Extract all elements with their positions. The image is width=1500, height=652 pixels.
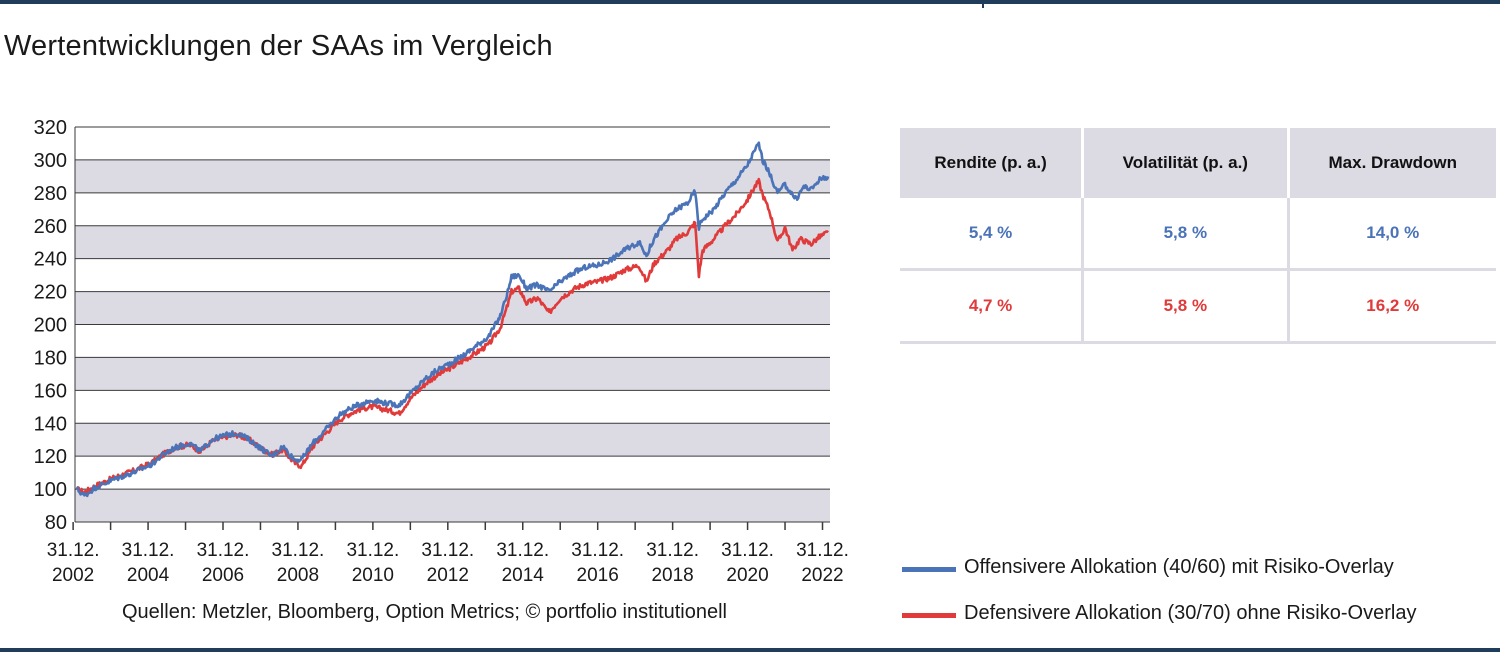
grid-band (75, 225, 830, 259)
series-line-offensive (75, 141, 830, 498)
cell-volatilitaet-offensive: 5,8 % (1081, 198, 1289, 271)
x-tick-label-line1: 31.12. (796, 540, 849, 561)
x-tick-label-line2: 2002 (52, 565, 94, 586)
y-tick-label: 300 (34, 150, 67, 172)
cell-drawdown-defensive: 16,2 % (1286, 269, 1496, 344)
chart-title: Wertentwicklungen der SAAs im Vergleich (4, 30, 553, 62)
grid-band (75, 291, 830, 325)
x-tick-label-line1: 31.12. (272, 540, 325, 561)
x-tick-label-line2: 2010 (352, 565, 394, 586)
x-tick-label-line2: 2006 (202, 565, 244, 586)
legend-swatch-offensive (902, 567, 956, 572)
y-tick-label: 120 (34, 446, 67, 468)
x-tick-label-line1: 31.12. (421, 540, 474, 561)
x-tick-label-line2: 2004 (127, 565, 170, 586)
x-tick-label-line1: 31.12. (122, 540, 175, 561)
grid-band (75, 423, 830, 457)
grid-band (75, 159, 830, 193)
header-max-drawdown: Max. Drawdown (1286, 128, 1496, 198)
y-tick-label: 80 (45, 512, 67, 534)
legend-item-offensive: Offensivere Allokation (40/60) mit Risik… (900, 556, 1500, 584)
stats-header-row: Rendite (p. a.) Volatilität (p. a.) Max.… (900, 128, 1496, 198)
x-tick-label-line2: 2012 (427, 565, 469, 586)
y-tick-label: 260 (34, 216, 67, 238)
stats-row-offensive: 5,4 % 5,8 % 14,0 % (900, 198, 1496, 271)
y-tick-label: 160 (34, 380, 67, 402)
header-volatilitaet: Volatilität (p. a.) (1081, 128, 1289, 198)
x-tick-label-line1: 31.12. (47, 540, 100, 561)
cell-rendite-offensive: 5,4 % (900, 198, 1083, 271)
x-tick-label-line1: 31.12. (346, 540, 399, 561)
grid-band (75, 489, 830, 522)
x-tick-label-line1: 31.12. (496, 540, 549, 561)
legend-item-defensive: Defensivere Allokation (30/70) ohne Risi… (900, 602, 1500, 630)
y-tick-label: 240 (34, 249, 67, 271)
stats-row-defensive: 4,7 % 5,8 % 16,2 % (900, 269, 1496, 344)
legend-label-offensive: Offensivere Allokation (40/60) mit Risik… (964, 556, 1394, 578)
source-note: Quellen: Metzler, Bloomberg, Option Metr… (122, 601, 727, 623)
y-tick-label: 200 (34, 315, 67, 337)
y-tick-label: 320 (34, 117, 67, 139)
bottom-rule (0, 648, 1500, 652)
legend-swatch-defensive (902, 613, 956, 618)
top-rule (0, 0, 1500, 4)
cell-drawdown-offensive: 14,0 % (1286, 198, 1496, 271)
stats-table: Rendite (p. a.) Volatilität (p. a.) Max.… (900, 128, 1496, 344)
top-rule-tick (982, 0, 984, 8)
x-tick-label-line2: 2014 (502, 565, 545, 586)
cell-rendite-defensive: 4,7 % (900, 269, 1083, 344)
y-tick-label: 100 (34, 479, 67, 501)
x-tick-label-line1: 31.12. (571, 540, 624, 561)
x-tick-label-line1: 31.12. (721, 540, 774, 561)
x-tick-label-line2: 2008 (277, 565, 319, 586)
y-tick-label: 180 (34, 347, 67, 369)
x-tick-label-line1: 31.12. (197, 540, 250, 561)
x-tick-label-line2: 2022 (801, 565, 843, 586)
x-tick-label-line2: 2020 (726, 565, 768, 586)
line-chart: 80 100 120 140 160 180 200 220 240 260 280 300 320 31… (34, 117, 849, 586)
legend-label-defensive: Defensivere Allokation (30/70) ohne Risi… (964, 602, 1417, 624)
x-tick-label-line1: 31.12. (646, 540, 699, 561)
header-rendite: Rendite (p. a.) (900, 128, 1083, 198)
x-tick-label-line2: 2018 (651, 565, 693, 586)
cell-volatilitaet-defensive: 5,8 % (1081, 269, 1289, 344)
y-tick-label: 140 (34, 413, 67, 435)
y-tick-label: 220 (34, 282, 67, 304)
y-tick-label: 280 (34, 183, 67, 205)
x-tick-label-line2: 2016 (577, 565, 619, 586)
